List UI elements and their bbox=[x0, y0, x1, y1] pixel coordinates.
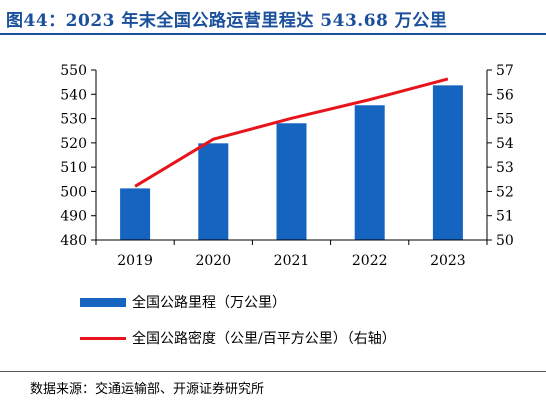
legend-swatch-line bbox=[80, 336, 126, 340]
x-tick-label-2023: 2023 bbox=[430, 253, 466, 269]
x-tick-label-2020: 2020 bbox=[195, 253, 231, 269]
y-left-tick-label: 500 bbox=[60, 184, 87, 200]
source-note: 数据来源：交通运输部、开源证券研究所 bbox=[30, 382, 265, 397]
chart-area: 550 540 530 520 510 500 490 480 57 56 55 54 53 52 51 50… bbox=[60, 63, 514, 269]
y-right-tick-label: 55 bbox=[496, 112, 514, 128]
density-line bbox=[134, 77, 449, 188]
y-right-tick-label: 53 bbox=[496, 160, 514, 176]
y-left-tick-label: 480 bbox=[60, 233, 87, 249]
y-left-tick-label: 510 bbox=[60, 160, 87, 176]
legend-item-line: 全国公路密度（公里/百平方公里）（右轴） bbox=[80, 320, 396, 356]
y-right-tick-label: 56 bbox=[496, 87, 514, 103]
bar-2021 bbox=[276, 123, 307, 240]
legend-item-bar: 全国公路里程（万公里） bbox=[80, 284, 396, 320]
x-tick-label-2021: 2021 bbox=[274, 253, 310, 269]
bar-2020 bbox=[198, 143, 229, 240]
bar-2023 bbox=[432, 85, 463, 240]
y-left-tick-label: 550 bbox=[60, 63, 87, 79]
y-right-tick-label: 54 bbox=[496, 136, 514, 152]
y-left-tick-label: 530 bbox=[60, 112, 87, 128]
legend-swatch-bar bbox=[80, 297, 126, 307]
bar-2019 bbox=[120, 188, 151, 240]
title-underline bbox=[0, 33, 546, 35]
y-right-tick-label: 50 bbox=[496, 233, 514, 249]
y-left-tick-label: 540 bbox=[60, 87, 87, 103]
y-right-tick-label: 52 bbox=[496, 184, 514, 200]
x-tick-label-2022: 2022 bbox=[352, 253, 388, 269]
source-divider bbox=[0, 371, 546, 372]
y-left-tick-label: 520 bbox=[60, 136, 87, 152]
y-left-tick-label: 490 bbox=[60, 209, 87, 225]
y-right-tick-label: 57 bbox=[496, 63, 514, 79]
x-tick-label-2019: 2019 bbox=[117, 253, 153, 269]
y-right-tick-label: 51 bbox=[496, 209, 514, 225]
chart-title: 图44：2023 年末全国公路运营里程达 543.68 万公里 bbox=[6, 11, 448, 31]
legend: 全国公路里程（万公里） 全国公路密度（公里/百平方公里）（右轴） bbox=[80, 284, 396, 356]
legend-label-line: 全国公路密度（公里/百平方公里）（右轴） bbox=[132, 331, 396, 347]
legend-label-bar: 全国公路里程（万公里） bbox=[132, 295, 286, 311]
bar-2022 bbox=[354, 105, 385, 241]
